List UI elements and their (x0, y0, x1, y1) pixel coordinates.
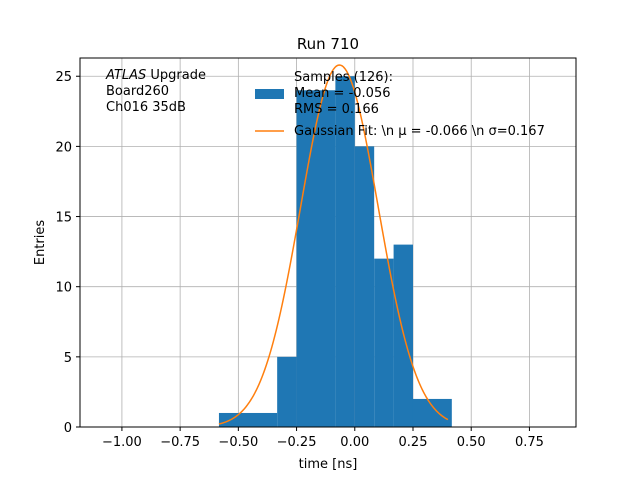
annotation-text: Ch016 35dB (106, 100, 186, 115)
annotation-italic: ATLAS (105, 68, 146, 83)
x-tick-label: 0.25 (399, 435, 428, 450)
x-tick-label: −0.50 (218, 435, 258, 450)
legend-label: Gaussian Fit: \n μ = -0.066 \n σ=0.167 (294, 124, 545, 139)
histogram-bar (296, 90, 336, 427)
legend-label: Mean = -0.056 (294, 86, 390, 101)
annotation-text: Board260 (106, 84, 169, 99)
legend: Samples (126): Mean = -0.056 RMS = 0.166… (255, 70, 545, 139)
gaussian-fit-curve (218, 64, 449, 425)
annotation-line: Board260 (106, 84, 169, 99)
x-tick-label: −0.25 (277, 435, 317, 450)
annotation-text: Upgrade (146, 68, 206, 83)
x-tick-label: 0.75 (515, 435, 544, 450)
atlas-annotation: ATLAS Upgrade Board260 Ch016 35dB (105, 68, 206, 115)
y-tick-label: 25 (55, 70, 72, 85)
legend-patch (255, 89, 284, 99)
legend-label: Samples (126): (294, 70, 393, 85)
y-tick-label: 20 (55, 140, 72, 155)
x-tick-label: −1.00 (102, 435, 142, 450)
annotation-line: Ch016 35dB (106, 100, 186, 115)
x-tick-label: 0.50 (457, 435, 486, 450)
y-tick-label: 10 (55, 281, 72, 296)
y-tick-label: 0 (64, 421, 72, 436)
x-tick-label: −0.75 (160, 435, 200, 450)
y-tick-label: 15 (55, 211, 72, 226)
x-axis-label: time [ns] (299, 457, 358, 472)
histogram-bar (277, 356, 297, 427)
gaussian-fit (218, 64, 449, 425)
chart-title: Run 710 (297, 35, 359, 53)
legend-label: RMS = 0.166 (294, 102, 379, 117)
x-tick-label: 0.00 (340, 435, 369, 450)
histogram-bar (374, 258, 394, 427)
annotation-line: ATLAS Upgrade (105, 68, 206, 83)
x-axis: −1.00 −0.75 −0.50 −0.25 0.00 0.25 0.50 0.75 (102, 427, 544, 450)
histogram-bar (412, 398, 452, 427)
y-axis-label: Entries (33, 220, 48, 266)
histogram-bar (335, 76, 355, 428)
plot-frame (79, 57, 577, 428)
y-axis: 0 5 10 15 20 25 (55, 70, 80, 436)
histogram-bar (354, 146, 375, 427)
histogram-bars (218, 76, 452, 428)
y-tick-label: 5 (64, 351, 72, 366)
histogram-bar (218, 412, 278, 427)
